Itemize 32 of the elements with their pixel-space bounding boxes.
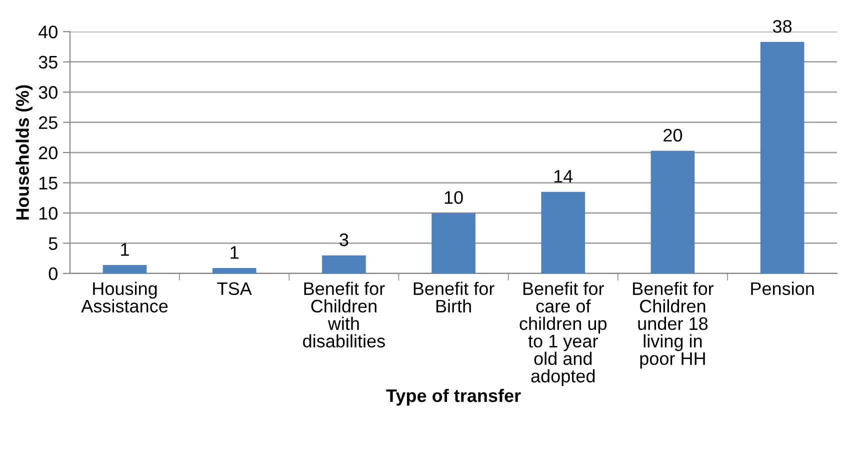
x-tick-label: Pension <box>751 282 814 296</box>
x-tick-label: TSA <box>217 282 252 296</box>
bar <box>650 150 695 274</box>
data-label: 14 <box>554 170 573 183</box>
y-tick-label: 10 <box>39 206 58 220</box>
data-label: 20 <box>664 128 682 142</box>
x-tick-label: Benefit for Birth <box>414 282 494 313</box>
y-tick-label: 40 <box>38 26 58 38</box>
x-tick-label: Benefit for care of children up to 1 year old and adopted <box>520 282 607 386</box>
bar <box>760 42 804 274</box>
y-tick-label: 15 <box>39 176 58 190</box>
y-tick-label: 0 <box>48 267 58 280</box>
y-tick-label: 5 <box>48 237 58 250</box>
x-tick-label: Benefit for Children under 18 living in poor HH <box>633 282 714 369</box>
bar <box>432 213 476 274</box>
x-tick-label: Benefit for Children with disabilities <box>303 282 385 348</box>
data-label: 38 <box>772 20 792 33</box>
y-axis-title: Households (%) <box>16 85 33 220</box>
data-label: 3 <box>340 233 348 246</box>
x-tick-label: Housing Assistance <box>81 282 168 313</box>
bar <box>102 264 147 274</box>
data-label: 1 <box>230 246 238 259</box>
data-label: 1 <box>121 243 129 256</box>
x-axis-title: Type of transfer <box>386 388 521 406</box>
bar <box>212 268 256 274</box>
data-label: 10 <box>444 191 463 204</box>
bar <box>322 255 366 274</box>
y-tick-label: 25 <box>38 116 58 130</box>
y-tick-label: 35 <box>38 56 58 69</box>
y-tick-label: 30 <box>38 86 58 99</box>
y-tick-label: 20 <box>38 146 58 160</box>
bar <box>541 192 586 274</box>
